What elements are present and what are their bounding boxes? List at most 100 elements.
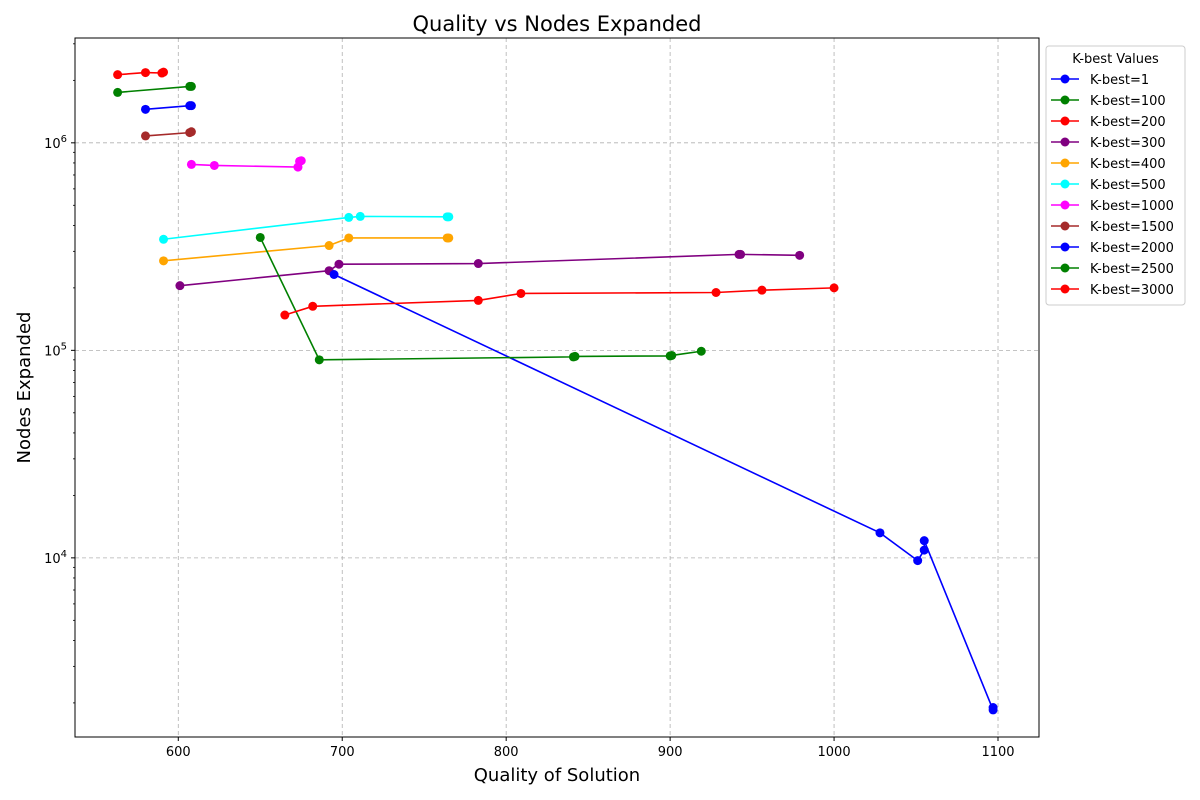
series-group <box>159 233 454 266</box>
data-point <box>186 159 196 169</box>
legend-item: K-best=2000 <box>1051 241 1174 256</box>
legend-label: K-best=1000 <box>1090 199 1174 214</box>
legend-swatch-marker <box>1060 179 1070 189</box>
x-tick-label: 1100 <box>981 745 1014 760</box>
plot-frame <box>74 37 1040 738</box>
series-group <box>159 211 454 244</box>
x-tick-label: 600 <box>166 745 191 760</box>
legend-box <box>1045 45 1186 306</box>
series-group <box>186 156 306 172</box>
series-group <box>140 127 196 141</box>
y-axis: 104 105 106 <box>44 43 75 704</box>
data-point <box>667 350 677 360</box>
legend-label: K-best=300 <box>1090 136 1166 151</box>
data-point <box>875 528 885 538</box>
data-point <box>159 67 169 77</box>
series-group <box>113 81 196 97</box>
legend-swatch-marker <box>1060 200 1070 210</box>
data-point <box>159 256 169 266</box>
data-point <box>444 233 454 243</box>
series-group <box>140 101 196 114</box>
series-group <box>280 283 839 320</box>
legend-item: K-best=1 <box>1051 73 1149 88</box>
data-point <box>175 281 185 291</box>
data-point <box>516 288 526 298</box>
data-point <box>344 212 354 222</box>
data-point <box>919 545 929 555</box>
data-point <box>296 156 306 166</box>
legend-item: K-best=400 <box>1051 157 1166 172</box>
legend-label: K-best=3000 <box>1090 283 1174 298</box>
data-point <box>473 295 483 305</box>
legend-item: K-best=500 <box>1051 178 1166 193</box>
data-point <box>473 259 483 269</box>
data-point <box>736 249 746 259</box>
y-tick-label: 104 <box>44 549 67 567</box>
data-point <box>913 556 923 566</box>
legend-item: K-best=100 <box>1051 94 1166 109</box>
data-point <box>829 283 839 293</box>
data-point <box>570 351 580 361</box>
data-point <box>140 131 150 141</box>
y-tick-label: 106 <box>44 134 67 152</box>
legend-label: K-best=2500 <box>1090 262 1174 277</box>
data-point <box>988 703 998 713</box>
data-point <box>159 234 169 244</box>
data-point <box>355 211 365 221</box>
x-tick-label: 900 <box>658 745 683 760</box>
data-point <box>113 70 123 80</box>
legend-swatch-marker <box>1060 221 1070 231</box>
legend-swatch-marker <box>1060 158 1070 168</box>
data-point <box>280 310 290 320</box>
legend-item: K-best=1000 <box>1051 199 1174 214</box>
legend-swatch-marker <box>1060 95 1070 105</box>
legend-item: K-best=1500 <box>1051 220 1174 235</box>
data-point <box>140 104 150 114</box>
data-point <box>444 212 454 222</box>
legend-label: K-best=2000 <box>1090 241 1174 256</box>
legend-label: K-best=100 <box>1090 94 1166 109</box>
data-point <box>344 233 354 243</box>
data-point <box>324 241 334 251</box>
data-point <box>186 127 196 137</box>
data-point <box>308 301 318 311</box>
y-axis-title: Nodes Expanded <box>14 312 35 464</box>
data-point <box>329 269 339 279</box>
legend-swatch-marker <box>1060 263 1070 273</box>
data-point <box>334 259 344 269</box>
data-point <box>255 232 265 242</box>
data-point <box>696 346 706 356</box>
chart-title: Quality vs Nodes Expanded <box>413 12 702 36</box>
legend-item: K-best=300 <box>1051 136 1166 151</box>
legend-title: K-best Values <box>1072 52 1159 67</box>
legend-swatch-marker <box>1060 284 1070 294</box>
grid-lines <box>75 38 1039 737</box>
x-axis-title: Quality of Solution <box>474 765 640 786</box>
series-group <box>113 67 169 80</box>
data-point <box>186 81 196 91</box>
legend-label: K-best=400 <box>1090 157 1166 172</box>
series-group <box>255 232 706 365</box>
data-point <box>711 287 721 297</box>
x-tick-label: 800 <box>494 745 519 760</box>
x-tick-label: 1000 <box>818 745 851 760</box>
data-point <box>209 160 219 170</box>
legend-label: K-best=1500 <box>1090 220 1174 235</box>
data-point <box>757 285 767 295</box>
legend-items: K-best=1 K-best=100 K-best=200 K-best=300 K-… <box>1051 73 1174 298</box>
data-point <box>140 68 150 78</box>
legend-swatch-marker <box>1060 137 1070 147</box>
data-point <box>186 101 196 111</box>
series-group <box>329 269 998 715</box>
data-point <box>113 87 123 97</box>
legend-item: K-best=2500 <box>1051 262 1174 277</box>
legend: K-best Values K-best=1 K-best=100 K-best=2… <box>1045 45 1186 306</box>
data-point <box>314 355 324 365</box>
legend-item: K-best=200 <box>1051 115 1166 130</box>
x-axis: 600 700 800 900 1000 1100 <box>166 737 1015 760</box>
legend-swatch-marker <box>1060 116 1070 126</box>
legend-item: K-best=3000 <box>1051 283 1174 298</box>
legend-label: K-best=1 <box>1090 73 1149 88</box>
legend-label: K-best=500 <box>1090 178 1166 193</box>
